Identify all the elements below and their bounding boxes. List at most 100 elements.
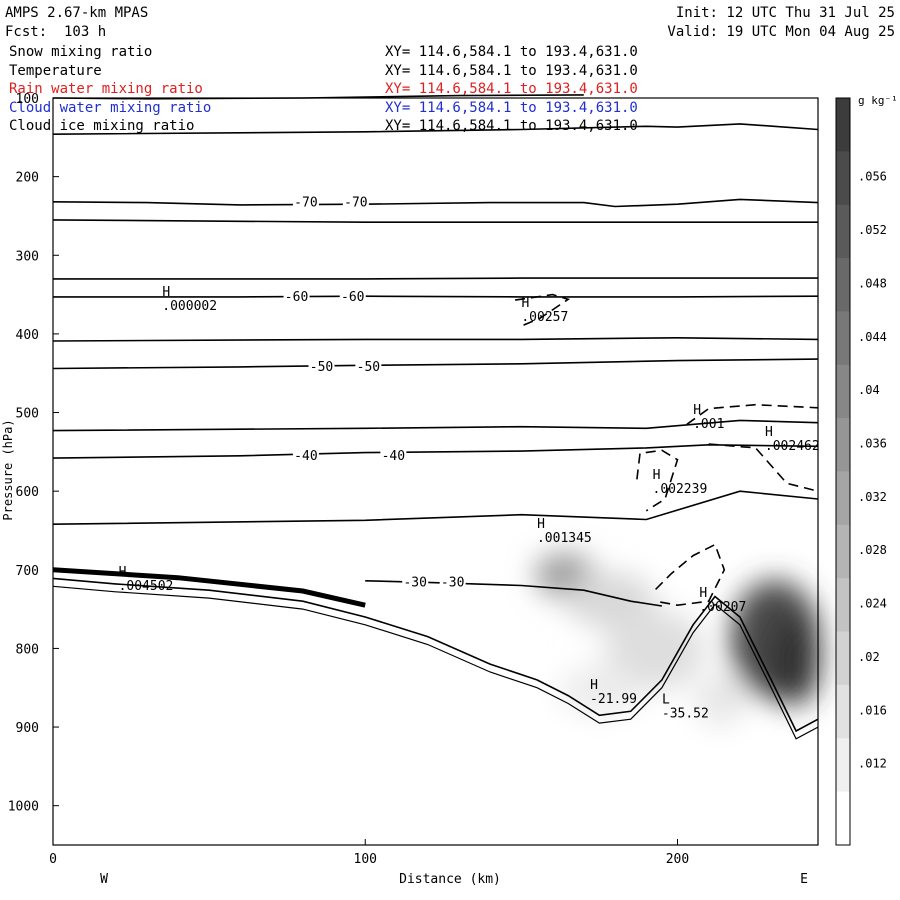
extremum-marker: H [765, 425, 773, 440]
extremum-value: -21.99 [590, 692, 637, 707]
extremum-marker: H [653, 468, 661, 483]
contour-label-bg [439, 574, 466, 589]
contour-label: -70 [294, 196, 317, 211]
terrain-line [52, 577, 819, 733]
colorbar-segment [836, 311, 850, 366]
temperature-contour-line [52, 443, 819, 459]
contour-label-bg [308, 358, 335, 373]
colorbar-tick-label: .048 [858, 276, 887, 290]
dashed-contour [686, 403, 819, 425]
field-xy-range: XY= 114.6,584.1 to 193.4,631.0 [385, 62, 638, 79]
colorbar-tick-label: .02 [858, 650, 880, 664]
colorbar-tick-label: .036 [858, 436, 887, 450]
plot-frame [52, 97, 819, 846]
extremum-marker: H [119, 565, 127, 580]
west-label: W [100, 872, 108, 887]
colorbar-segment [836, 791, 850, 846]
extremum-marker: H [693, 403, 701, 418]
colorbar-segment [836, 471, 850, 526]
extremum-value: .001 [693, 417, 724, 432]
dashed-contour [655, 543, 726, 607]
colorbar-unit: g kg⁻¹ [858, 94, 898, 107]
y-tick-label: 200 [16, 171, 39, 186]
y-tick-label: 300 [16, 249, 39, 264]
contour-line [52, 419, 819, 432]
y-tick-label: 700 [16, 564, 39, 579]
field-name: Cloud water mixing ratio [9, 99, 212, 116]
contour-label-bg [292, 194, 319, 209]
colorbar-tick-label: .032 [858, 490, 887, 504]
ice-shade-blob [695, 675, 745, 725]
colorbar-segment [836, 364, 850, 419]
extremum-value: .00257 [521, 310, 568, 325]
ice-shade-blob [565, 572, 655, 628]
colorbar-tick-label: .012 [858, 757, 887, 771]
extremum-marker: H [521, 296, 529, 311]
x-tick-label: 100 [354, 852, 377, 867]
extremum-value: .000002 [162, 299, 217, 314]
field-name: Snow mixing ratio [9, 44, 153, 60]
init-time: Init: 12 UTC Thu 31 Jul 25 [675, 5, 895, 21]
contour-label-bg [402, 574, 429, 589]
ice-shade-blob [770, 615, 820, 705]
y-tick-label: 400 [16, 328, 39, 343]
colorbar-segment [836, 151, 850, 206]
contour-label: -30 [441, 575, 464, 590]
temperature-contour-line [52, 358, 819, 370]
temperature-contour-line [53, 295, 819, 298]
contour-line [52, 123, 819, 135]
contour-label: -70 [344, 196, 367, 211]
colorbar-tick-label: .04 [858, 383, 880, 397]
contour-label-bg [355, 358, 382, 373]
temperature-contours [52, 94, 819, 607]
y-tick-label: 800 [16, 642, 39, 657]
colorbar-tick-label: .052 [858, 223, 887, 237]
contour-line [52, 336, 819, 342]
contour-label: -60 [285, 290, 308, 305]
field-xy-range: XY= 114.6,584.1 to 193.4,631.0 [385, 99, 638, 116]
contour-line [53, 277, 818, 280]
colorbar-tick-label: .024 [858, 597, 887, 611]
field-xy-range: XY= 114.6,584.1 to 193.4,631.0 [385, 81, 638, 97]
temperature-contour-line [52, 198, 819, 208]
contour-line [52, 219, 818, 223]
model-title: AMPS 2.67-km MPAS [5, 5, 149, 21]
x-tick-label: 0 [49, 852, 57, 867]
colorbar-segment [836, 524, 850, 579]
x-axis-label: Distance (km) [399, 872, 501, 887]
extremum-value: -35.52 [662, 706, 709, 721]
y-axis-label: Pressure (hPa) [1, 419, 15, 520]
colorbar-tick-label: .056 [858, 170, 887, 184]
extremum-value: .001345 [537, 531, 592, 546]
dashed-contour [708, 443, 819, 492]
contour-label: -50 [357, 360, 380, 375]
contour-label-bg [283, 288, 310, 303]
contour-label: -40 [382, 449, 405, 464]
contour-label-bg [380, 447, 407, 462]
contour-label: -50 [310, 360, 333, 375]
colorbar-segment [836, 418, 850, 472]
extremum-marker: H [699, 586, 707, 601]
contour-label: -60 [341, 290, 364, 305]
extremum-value: .002462 [765, 439, 820, 454]
contour-label-bg [342, 194, 369, 209]
colorbar-segment [836, 631, 850, 686]
contour-label: -40 [294, 449, 317, 464]
x-tick-label: 200 [666, 852, 689, 867]
forecast-hour: Fcst: 103 h [5, 24, 107, 40]
field-name: Cloud ice mixing ratio [9, 118, 195, 134]
y-tick-label: 600 [16, 485, 39, 500]
field-name: Temperature [9, 62, 102, 79]
y-tick-label: 900 [16, 721, 39, 736]
extremum-marker: H [162, 285, 170, 300]
contour-label-bg [292, 447, 319, 462]
extremum-marker: H [537, 517, 545, 532]
colorbar-segment [836, 578, 850, 633]
terrain-line-lower [52, 585, 819, 740]
contour-line [52, 490, 819, 525]
y-tick-label: 100 [16, 92, 39, 107]
colorbar-tick-label: .016 [858, 703, 887, 717]
ice-shade-blob [605, 610, 705, 690]
dashed-contour [636, 449, 679, 512]
